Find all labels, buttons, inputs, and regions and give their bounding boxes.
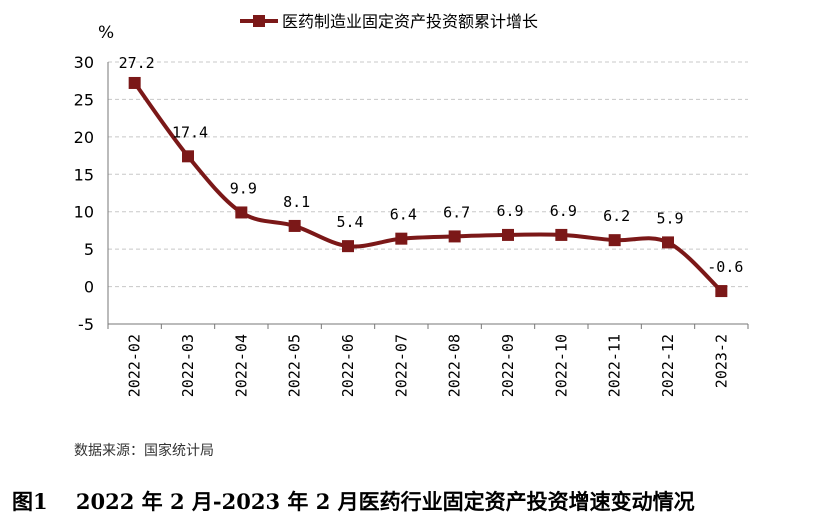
x-tick-label: 2022-07 <box>392 334 410 397</box>
data-label: 6.9 <box>496 202 523 220</box>
y-tick-label: 10 <box>74 203 94 222</box>
x-tick-label: 2022-02 <box>126 334 144 397</box>
data-point <box>555 228 568 241</box>
legend-label: 医药制造业固定资产投资额累计增长 <box>282 12 538 31</box>
data-point <box>502 228 514 241</box>
source-note: 数据来源：国家统计局 <box>74 443 214 459</box>
x-tick-label: 2022-08 <box>446 334 464 397</box>
x-tick-label: 2022-09 <box>499 334 517 397</box>
data-label: 27.2 <box>119 54 155 72</box>
x-tick-label: 2022-04 <box>232 334 250 397</box>
data-label: 6.9 <box>550 202 577 220</box>
line-chart: -5 0 5 10 15 20 25 30 2022-02 2022-03 2022-04 2022-… <box>74 12 749 397</box>
data-point <box>128 76 141 89</box>
data-label: 17.4 <box>172 123 208 141</box>
legend-marker <box>253 15 265 27</box>
data-label: 9.9 <box>230 179 257 197</box>
data-point <box>715 285 728 298</box>
x-tick-label: 2023-2 <box>712 334 730 388</box>
x-tick-label: 2022-11 <box>606 334 624 397</box>
y-tick-label: 0 <box>84 278 94 297</box>
data-point <box>662 236 674 249</box>
data-point <box>235 206 248 219</box>
y-tick-label: 25 <box>74 90 94 109</box>
x-tick-label: 2022-10 <box>552 334 570 397</box>
y-axis-unit: % <box>98 23 114 43</box>
y-tick-label: 20 <box>74 128 94 147</box>
data-label: 6.7 <box>443 203 470 221</box>
data-point <box>342 240 354 253</box>
data-label: -0.6 <box>707 258 743 276</box>
y-tick-label: -5 <box>78 315 94 334</box>
data-label: 6.4 <box>390 206 417 224</box>
x-tick-label: 2022-06 <box>339 334 357 397</box>
data-point <box>395 232 408 245</box>
data-label: 6.2 <box>603 207 630 225</box>
x-tick-label: 2022-12 <box>659 334 677 397</box>
data-label: 8.1 <box>283 193 310 211</box>
y-tick-label: 5 <box>84 240 94 259</box>
series-line <box>133 81 723 293</box>
x-tick-label: 2022-05 <box>286 334 304 397</box>
data-point <box>608 234 621 247</box>
legend: 医药制造业固定资产投资额累计增长 <box>240 12 538 31</box>
data-point <box>182 150 194 163</box>
y-tick-label: 15 <box>74 165 94 184</box>
x-tick-label: 2022-03 <box>179 334 197 397</box>
y-tick-label: 30 <box>74 53 94 72</box>
data-point <box>448 230 461 243</box>
figure-caption: 图1 2022 年 2 月-2023 年 2 月医药行业固定资产投资增速变动情况 <box>12 489 695 514</box>
data-point <box>288 219 301 232</box>
data-label: 5.4 <box>336 213 363 231</box>
data-label: 5.9 <box>656 209 683 227</box>
